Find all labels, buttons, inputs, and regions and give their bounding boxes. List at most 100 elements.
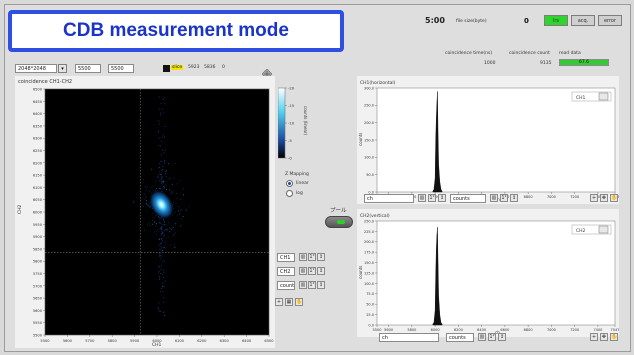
- map-axis-ch2-lock-icon[interactable]: ▥: [299, 267, 307, 275]
- map-cell: [171, 183, 173, 185]
- map-cell: [158, 145, 160, 146]
- map-cell: [159, 279, 160, 281]
- h1-y-axis-name-field[interactable]: counts: [450, 194, 486, 203]
- h1-hand-icon[interactable]: ✋: [610, 194, 618, 202]
- h1-zoom-icon[interactable]: +: [590, 194, 598, 202]
- h2-y-axis-name-field[interactable]: counts: [446, 333, 474, 342]
- map-cell: [159, 114, 161, 116]
- h1-y-lock-icon[interactable]: ▥: [490, 194, 498, 202]
- map-cell: [145, 197, 147, 199]
- map-y-tick-label: 5800: [33, 260, 43, 264]
- map-cell: [161, 173, 163, 175]
- z-mapping-radio-linear[interactable]: [286, 180, 293, 187]
- map-x-tick-label: 6100: [175, 339, 185, 343]
- map-axis-ch1-scale-icon[interactable]: ↕: [317, 253, 325, 261]
- map-axis-ch2-scale-icon[interactable]: ↕: [317, 267, 325, 275]
- h1-series-line: [432, 91, 443, 193]
- map-cell: [156, 188, 158, 190]
- hist-y-tick-label: 175.0: [364, 251, 374, 255]
- z-mapping-radio-log[interactable]: [286, 190, 293, 197]
- map-axis-counts-lock-icon[interactable]: ▥: [299, 281, 307, 289]
- map-cell: [164, 314, 166, 316]
- map-x-tick-label: 5800: [108, 339, 118, 343]
- hand-tool-icon[interactable]: ✋: [295, 298, 303, 306]
- map-y-tick-label: 5750: [33, 272, 43, 276]
- h1-y-scale-icon[interactable]: ↕: [510, 194, 518, 202]
- map-axis-ch1-format-icon[interactable]: 1²: [308, 253, 316, 261]
- h2-y-format-icon[interactable]: 1²: [488, 333, 496, 341]
- range-to-field[interactable]: 5500: [108, 64, 134, 73]
- map-cell: [160, 145, 162, 147]
- zoom-tool-icon[interactable]: +: [275, 298, 283, 306]
- coincidence-count-label: coincidence count: [509, 51, 550, 56]
- h2-y-scale-icon[interactable]: ↕: [498, 333, 506, 341]
- z-mapping-label-linear: linear: [296, 181, 309, 186]
- map-cell: [159, 123, 161, 125]
- map-cell: [176, 193, 177, 195]
- pool-toggle-button[interactable]: [325, 216, 353, 228]
- map-cell: [158, 266, 160, 268]
- map-cell: [147, 224, 149, 225]
- map-cell: [159, 188, 161, 189]
- read-data-value: 67.6: [578, 60, 590, 65]
- map-axis-counts-scale-icon[interactable]: ↕: [317, 281, 325, 289]
- map-cell: [158, 130, 160, 132]
- map-axis-field-ch1[interactable]: CH1: [277, 253, 295, 262]
- map-cell: [163, 136, 165, 138]
- map-cell: [163, 187, 165, 189]
- map-cell: [159, 242, 161, 244]
- hist-x-tick-label: 7547: [611, 328, 619, 332]
- map-cell: [159, 253, 161, 255]
- map-cell: [163, 96, 165, 98]
- cursor-move-icon[interactable]: [261, 64, 273, 80]
- resolution-select[interactable]: 2048*2048: [15, 64, 57, 73]
- map-y-ticks: 6500 6450 6400 6350 6300 6250 6200 6150 6100 6050…: [33, 88, 45, 338]
- h1-x-axis-name-field[interactable]: ch: [364, 194, 414, 203]
- map-cell: [177, 210, 179, 212]
- resolution-dropdown-button[interactable]: ▾: [58, 64, 67, 73]
- map-cell: [161, 255, 163, 257]
- map-axis-counts-format-icon[interactable]: 1²: [308, 281, 316, 289]
- map-cell: [160, 258, 162, 260]
- map-cell: [168, 163, 170, 165]
- map-y-tick-label: 6100: [33, 186, 43, 190]
- h1-x-scale-icon[interactable]: ↕: [438, 194, 446, 202]
- map-cell: [162, 291, 164, 293]
- map-y-tick-label: 5600: [33, 309, 43, 313]
- h2-series-line: [432, 227, 443, 326]
- map-cell: [158, 238, 160, 240]
- h2-x-axis-name-field[interactable]: ch: [379, 333, 439, 342]
- map-cell: [163, 270, 165, 272]
- range-from-field[interactable]: 5500: [75, 64, 101, 73]
- h1-x-format-icon[interactable]: 1²: [428, 194, 436, 202]
- colorbar-ticks: -20 -15 -10 -5 -0: [285, 86, 295, 161]
- h1-x-lock-icon[interactable]: ▥: [418, 194, 426, 202]
- map-cell: [160, 248, 162, 250]
- colorbar-tick-label: -15: [288, 103, 295, 108]
- hist-x-tick-label: 7200: [570, 328, 579, 332]
- map-axis-ch1-lock-icon[interactable]: ▥: [299, 253, 307, 261]
- map-cell: [179, 180, 181, 182]
- map-cell: [164, 260, 165, 262]
- h1-y-format-icon[interactable]: 1²: [500, 194, 508, 202]
- h2-zoom-icon[interactable]: +: [590, 333, 598, 341]
- map-axis-ch2-format-icon[interactable]: 1²: [308, 267, 316, 275]
- pan-tool-icon[interactable]: ▦: [285, 298, 293, 306]
- h2-pan-icon[interactable]: ✥: [600, 333, 608, 341]
- map-x-tick-label: 6400: [242, 339, 252, 343]
- map-axis-field-counts[interactable]: counts: [277, 281, 295, 290]
- h1-legend-plot-icon[interactable]: [598, 92, 609, 101]
- map-cell: [162, 250, 164, 251]
- map-axis-field-ch2[interactable]: CH2: [277, 267, 295, 276]
- h2-plot-area[interactable]: [376, 220, 616, 326]
- h1-ylabel: counts: [358, 133, 363, 146]
- h2-legend-plot-icon[interactable]: [598, 225, 609, 234]
- h1-plot-area[interactable]: [376, 87, 616, 193]
- h1-pan-icon[interactable]: ✥: [600, 194, 608, 202]
- map-cell: [152, 220, 154, 221]
- map-cell: [169, 189, 170, 191]
- map-cell: [179, 214, 181, 216]
- map-cell: [158, 173, 160, 175]
- h2-hand-icon[interactable]: ✋: [610, 333, 618, 341]
- h2-y-lock-icon[interactable]: ▥: [478, 333, 486, 341]
